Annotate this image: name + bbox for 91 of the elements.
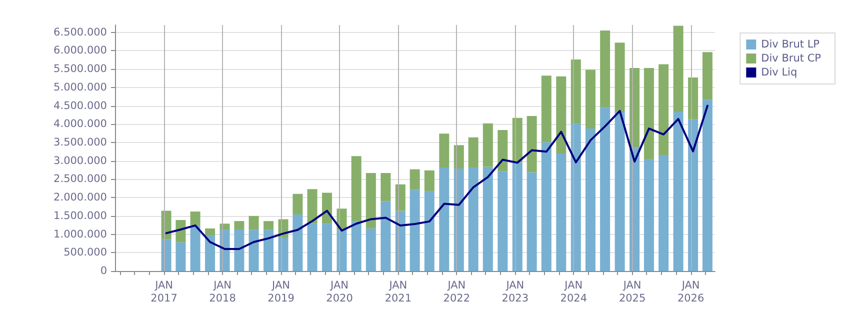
bar bbox=[366, 172, 376, 228]
bar bbox=[322, 224, 332, 271]
bar bbox=[278, 238, 288, 271]
bar bbox=[395, 184, 406, 211]
bar bbox=[644, 68, 654, 160]
bar bbox=[688, 78, 698, 120]
x-tick-label: JAN 2020 bbox=[326, 280, 353, 304]
bar bbox=[541, 76, 552, 142]
bar bbox=[307, 189, 318, 224]
bar bbox=[410, 190, 420, 271]
y-tick-label: 3.500.000 bbox=[54, 136, 107, 148]
bar bbox=[351, 156, 362, 222]
bar bbox=[556, 154, 566, 271]
bar bbox=[424, 170, 434, 191]
bar bbox=[161, 239, 172, 271]
legend-label: Div Brut LP bbox=[761, 38, 820, 50]
bar bbox=[220, 224, 230, 230]
bar bbox=[498, 171, 508, 271]
bar bbox=[600, 108, 610, 271]
bar bbox=[673, 26, 684, 112]
x-tick-label: JAN 2025 bbox=[618, 280, 646, 304]
bar bbox=[190, 212, 200, 226]
bar bbox=[292, 214, 303, 271]
bar bbox=[190, 225, 200, 271]
y-tick-label: 4.000.000 bbox=[54, 118, 107, 130]
x-tick-label: JAN 2021 bbox=[384, 280, 412, 304]
y-tick-label: 4.500.000 bbox=[54, 100, 107, 112]
y-tick-label: 6.000.000 bbox=[54, 44, 107, 57]
y-tick-label: 0 bbox=[100, 265, 107, 277]
bar bbox=[482, 166, 493, 271]
bar bbox=[176, 242, 186, 271]
x-tick-label: JAN 2019 bbox=[268, 280, 294, 304]
bar bbox=[570, 60, 581, 124]
legend-label: Div Liq bbox=[761, 66, 798, 78]
bar bbox=[234, 221, 244, 230]
y-tick-label: 2.500.000 bbox=[54, 173, 107, 186]
bar bbox=[248, 216, 259, 230]
bar bbox=[585, 70, 596, 129]
bar bbox=[248, 230, 259, 271]
legend-label: Div Brut CP bbox=[761, 52, 822, 64]
bar bbox=[614, 42, 625, 112]
y-tick-label: 1.500.000 bbox=[54, 210, 107, 222]
x-tick-label: JAN 2024 bbox=[560, 280, 588, 304]
bar bbox=[264, 230, 274, 271]
bar bbox=[454, 145, 464, 169]
bar bbox=[380, 201, 391, 271]
bar bbox=[614, 112, 625, 271]
y-tick-label: 3.000.000 bbox=[54, 154, 107, 167]
y-tick-label: 500.000 bbox=[64, 246, 107, 259]
bar bbox=[556, 76, 566, 154]
bar bbox=[498, 130, 508, 172]
x-tick-label: JAN 2022 bbox=[443, 280, 470, 304]
bar bbox=[322, 192, 332, 224]
bar bbox=[292, 194, 303, 214]
bar bbox=[600, 30, 610, 108]
bar bbox=[380, 172, 391, 202]
bar bbox=[439, 167, 450, 271]
bar bbox=[702, 52, 712, 100]
bar bbox=[658, 64, 669, 155]
bar bbox=[234, 230, 244, 271]
bar bbox=[585, 128, 596, 271]
bar bbox=[673, 112, 684, 271]
bar bbox=[702, 100, 712, 271]
x-tick-label: JAN 2023 bbox=[502, 280, 529, 304]
y-tick-label: 5.000.000 bbox=[54, 81, 107, 94]
bar bbox=[526, 116, 537, 172]
bar bbox=[205, 235, 216, 271]
bar bbox=[439, 134, 450, 168]
bar bbox=[658, 154, 669, 271]
bar bbox=[468, 137, 478, 168]
bar bbox=[482, 123, 493, 167]
bar bbox=[424, 190, 434, 271]
bar bbox=[526, 172, 537, 271]
y-tick-label: 5.500.000 bbox=[54, 63, 107, 76]
bar bbox=[410, 169, 420, 190]
x-tick-label: JAN 2017 bbox=[150, 280, 178, 304]
y-tick-label: 1.000.000 bbox=[54, 228, 107, 240]
y-tick-label: 6.500.000 bbox=[54, 26, 107, 38]
y-tick-label: 2.000.000 bbox=[54, 192, 107, 204]
bar bbox=[541, 142, 552, 271]
bar bbox=[264, 221, 274, 230]
line-series bbox=[165, 104, 708, 250]
bar bbox=[644, 159, 654, 271]
x-tick-label: JAN 2026 bbox=[677, 280, 704, 304]
bar bbox=[512, 162, 522, 271]
bar bbox=[307, 224, 318, 271]
bar bbox=[205, 228, 216, 236]
bar bbox=[468, 167, 478, 271]
x-tick-label: JAN 2018 bbox=[209, 280, 236, 304]
bar bbox=[366, 228, 376, 271]
bar bbox=[351, 221, 362, 271]
